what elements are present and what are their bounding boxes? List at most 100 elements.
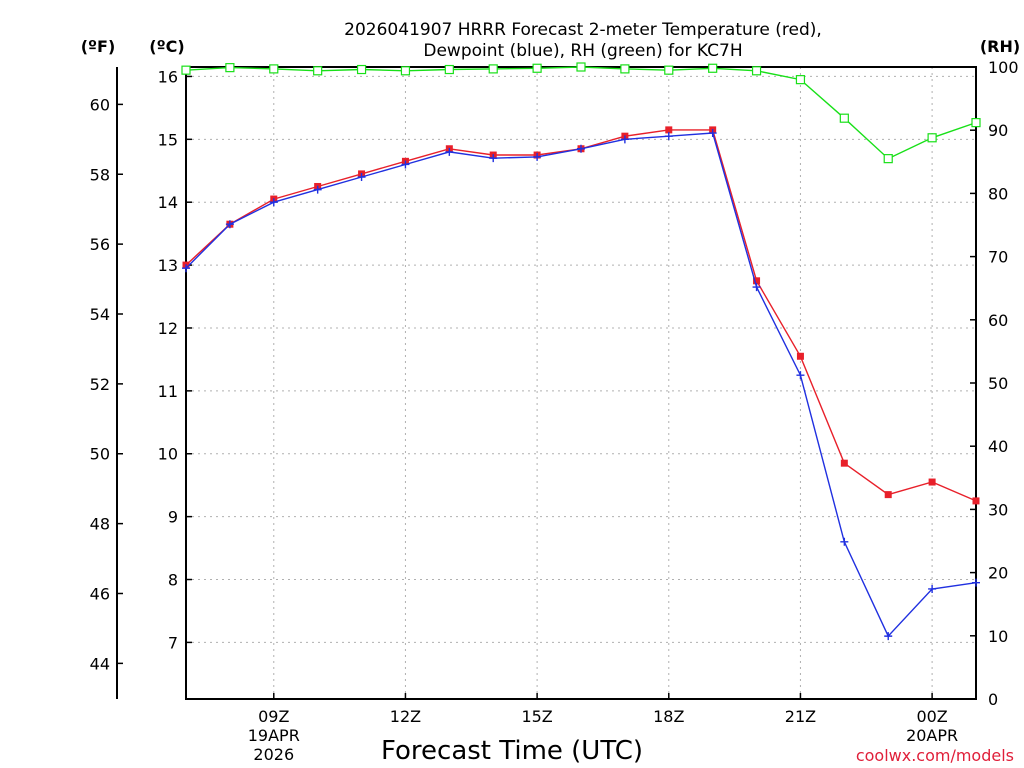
time-tick-label: 12Z <box>390 707 421 726</box>
credit-text: coolwx.com/models <box>856 746 1014 765</box>
rh-tick-label: 20 <box>988 564 1008 583</box>
rh-tick-label: 60 <box>988 311 1008 330</box>
x-axis-label: Forecast Time (UTC) <box>381 736 643 766</box>
dewpoint-point <box>445 147 454 156</box>
time-tick-label: 18Z <box>653 707 684 726</box>
celsius-tick-label: 9 <box>168 508 178 527</box>
chart-title-line2: Dewpoint (blue), RH (green) for KC7H <box>423 41 742 61</box>
dewpoint-point <box>928 584 937 593</box>
celsius-tick-label: 10 <box>158 445 178 464</box>
fahrenheit-tick-label: 54 <box>90 305 110 324</box>
series-layer <box>181 62 981 641</box>
rh-point <box>356 64 367 75</box>
temperature-point <box>884 491 892 499</box>
rh-tick-label: 0 <box>988 690 998 709</box>
dewpoint-point <box>972 578 980 587</box>
time-tick-label: 21Z <box>785 707 816 726</box>
dewpoint-point <box>752 283 761 292</box>
dewpoint-point <box>620 135 629 144</box>
time-tick-label: 09Z <box>258 707 289 726</box>
celsius-tick-label: 11 <box>158 382 178 401</box>
dewpoint-point <box>489 154 498 163</box>
temperature-point <box>928 478 936 486</box>
rh-tick-label: 10 <box>988 627 1008 646</box>
date-label: 19APR <box>248 726 300 745</box>
dewpoint-point <box>664 132 673 141</box>
rh-axis: 0 10 20 30 40 50 60 70 80 90 100 <box>970 58 1019 709</box>
fahrenheit-tick-label: 48 <box>90 515 110 534</box>
unit-celsius: (ºC) <box>149 37 184 56</box>
fahrenheit-tick-label: 60 <box>90 95 110 114</box>
temperature-point <box>840 459 848 467</box>
dewpoint-point <box>577 144 585 153</box>
celsius-tick-label: 15 <box>158 130 178 149</box>
rh-point <box>181 65 191 75</box>
fahrenheit-tick-label: 46 <box>90 584 110 603</box>
dewpoint-point <box>884 632 893 641</box>
unit-fahrenheit: (ºF) <box>81 37 116 56</box>
rh-point <box>751 66 762 76</box>
celsius-axis: 7 8 9 10 11 12 13 14 15 16 <box>158 67 192 652</box>
dewpoint-point <box>533 152 542 161</box>
dewpoint-point <box>182 264 190 273</box>
rh-point <box>971 118 981 128</box>
fahrenheit-tick-label: 52 <box>90 375 110 394</box>
dewpoint-point <box>401 160 410 169</box>
rh-tick-label: 90 <box>988 121 1008 140</box>
temperature-point <box>972 497 980 505</box>
dewpoint-point <box>708 129 717 138</box>
unit-rh: (RH) <box>980 37 1020 56</box>
fahrenheit-tick-label: 44 <box>90 654 110 673</box>
rh-point <box>927 133 937 143</box>
rh-point <box>313 66 323 76</box>
grid-lines <box>186 67 976 699</box>
chart-title-line1: 2026041907 HRRR Forecast 2-meter Tempera… <box>344 20 822 40</box>
rh-point <box>400 66 411 76</box>
dewpoint-point <box>796 371 805 380</box>
rh-point <box>620 64 630 74</box>
rh-tick-label: 40 <box>988 437 1008 456</box>
date-label: 20APR <box>906 726 958 745</box>
time-tick-label: 15Z <box>521 707 552 726</box>
dewpoint-series-line <box>185 132 977 638</box>
celsius-tick-label: 7 <box>168 633 178 652</box>
rh-point <box>269 64 279 74</box>
fahrenheit-axis: 44 46 48 50 52 54 56 58 60 <box>90 95 123 673</box>
dewpoint-point <box>225 220 234 229</box>
rh-point <box>225 63 235 73</box>
celsius-tick-label: 12 <box>158 319 178 338</box>
temperature-point <box>753 277 761 285</box>
celsius-tick-label: 14 <box>158 193 178 212</box>
rh-point <box>883 154 893 164</box>
fahrenheit-tick-label: 56 <box>90 235 110 254</box>
rh-point <box>444 64 454 75</box>
rh-point <box>488 64 498 74</box>
plot-frame <box>185 66 977 700</box>
dewpoint-point <box>313 185 322 194</box>
rh-point <box>839 113 849 123</box>
rh-point <box>576 62 586 72</box>
celsius-tick-label: 8 <box>168 571 178 590</box>
temperature-point <box>796 352 804 360</box>
rh-tick-label: 50 <box>988 374 1008 393</box>
rh-tick-label: 30 <box>988 500 1008 519</box>
rh-point <box>664 65 674 75</box>
fahrenheit-tick-label: 58 <box>90 165 110 184</box>
time-tick-label: 00Z <box>916 707 947 726</box>
rh-point <box>708 63 718 73</box>
fahrenheit-tick-label: 50 <box>90 445 110 464</box>
celsius-tick-label: 13 <box>158 256 178 275</box>
rh-point <box>532 63 542 73</box>
temperature-point <box>665 126 673 134</box>
dewpoint-point <box>840 537 849 546</box>
rh-tick-label: 100 <box>988 58 1019 77</box>
celsius-tick-label: 16 <box>158 67 178 86</box>
rh-point <box>795 75 806 85</box>
dewpoint-point <box>269 198 278 207</box>
rh-tick-label: 70 <box>988 248 1008 267</box>
rh-tick-label: 80 <box>988 184 1008 203</box>
dewpoint-point <box>357 173 366 182</box>
temperature-series-line <box>185 129 977 502</box>
